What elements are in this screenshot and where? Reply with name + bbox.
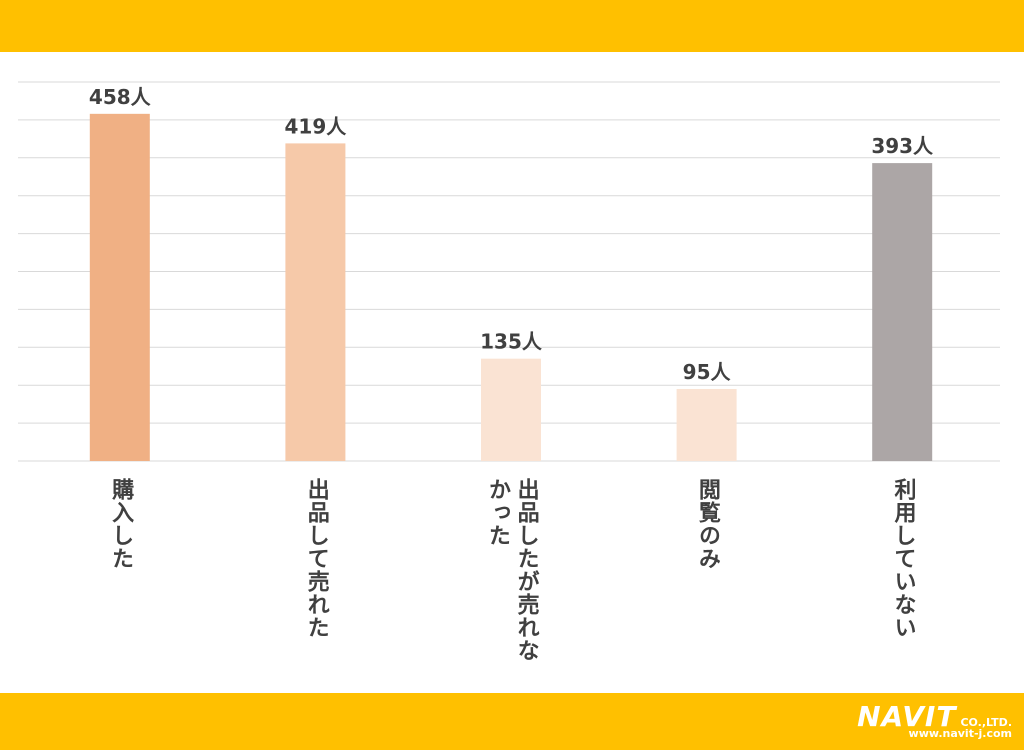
logo-name: NAVIT	[857, 700, 957, 733]
bar	[285, 143, 346, 461]
bar	[89, 113, 150, 461]
x-tick-label: 購入した	[108, 478, 134, 570]
bar	[676, 388, 737, 461]
x-tick-label: 出品して売れた	[303, 478, 329, 639]
header-band	[0, 0, 1024, 52]
logo: NAVIT CO.,LTD. www.navit-j.com	[857, 700, 1012, 740]
logo-url: www.navit-j.com	[908, 727, 1012, 740]
bar	[872, 163, 933, 461]
logo-suffix: CO.,LTD.	[960, 716, 1012, 729]
x-tick-label: 出品したが売れなかった	[485, 478, 539, 662]
x-tick-label: 利用していない	[890, 478, 916, 639]
value-label: 419人	[285, 114, 348, 138]
value-label: 393人	[871, 134, 934, 158]
bar	[481, 358, 541, 461]
value-label: 135人	[480, 330, 543, 354]
footer-band	[0, 693, 1024, 750]
value-label: 458人	[89, 85, 152, 109]
x-tick-label: 閲覧のみ	[694, 478, 720, 570]
value-label: 95人	[683, 360, 732, 384]
